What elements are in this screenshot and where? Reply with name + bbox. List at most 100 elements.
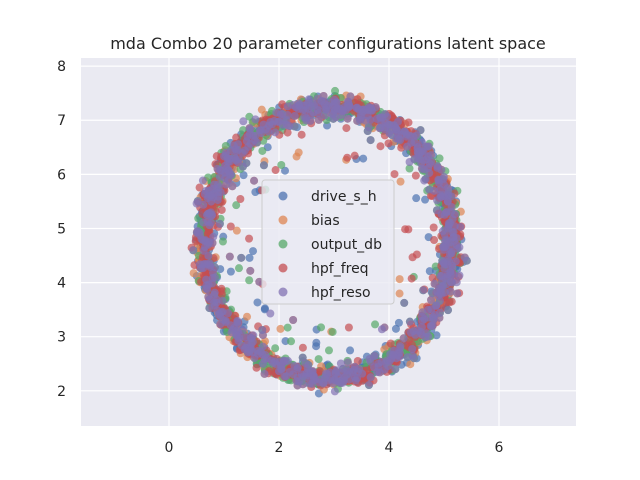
scatter-point — [212, 298, 221, 307]
scatter-point — [421, 333, 430, 342]
scatter-point — [319, 378, 328, 387]
scatter-point — [422, 155, 431, 164]
scatter-point — [346, 92, 355, 101]
scatter-point — [376, 123, 385, 132]
scatter-point — [435, 296, 444, 305]
scatter-point — [343, 358, 352, 367]
scatter-point — [391, 365, 400, 374]
scatter-point — [222, 180, 231, 189]
scatter-point — [232, 133, 241, 142]
scatter-point — [409, 132, 418, 141]
scatter-point — [417, 323, 426, 332]
scatter-point — [391, 123, 400, 132]
scatter-point — [217, 205, 226, 214]
scatter-point — [344, 323, 353, 332]
scatter-point — [267, 356, 276, 365]
scatter-point — [252, 363, 261, 372]
scatter-point — [453, 289, 462, 298]
scatter-point — [404, 225, 413, 234]
scatter-point — [429, 223, 438, 232]
scatter-point — [193, 228, 202, 237]
scatter-point — [411, 171, 420, 180]
scatter-point — [205, 221, 214, 230]
scatter-point — [245, 276, 254, 285]
scatter-point — [207, 191, 216, 200]
scatter-point — [390, 170, 399, 179]
scatter-point — [435, 154, 444, 163]
scatter-point — [374, 362, 383, 371]
scatter-point — [421, 195, 430, 204]
scatter-point — [403, 142, 412, 151]
y-tick-label: 7 — [57, 113, 66, 129]
scatter-point — [276, 361, 285, 370]
scatter-point — [412, 194, 421, 203]
scatter-point — [389, 351, 398, 360]
scatter-point — [456, 222, 465, 231]
scatter-point — [287, 337, 296, 346]
scatter-point — [283, 111, 292, 120]
x-tick-label: 6 — [495, 440, 504, 456]
scatter-point — [290, 111, 299, 120]
scatter-point — [384, 139, 393, 148]
scatter-point — [238, 162, 247, 171]
scatter-point — [303, 364, 312, 373]
scatter-point — [329, 114, 338, 123]
scatter-point — [443, 236, 452, 245]
scatter-point — [283, 102, 292, 111]
scatter-point — [290, 122, 299, 131]
scatter-point — [217, 166, 226, 175]
scatter-point — [338, 106, 347, 115]
scatter-point — [264, 127, 273, 136]
scatter-point — [321, 105, 330, 114]
scatter-point — [412, 250, 421, 259]
scatter-point — [245, 253, 254, 262]
scatter-point — [251, 115, 260, 124]
scatter-point — [405, 164, 414, 173]
scatter-point — [446, 268, 455, 277]
scatter-point — [407, 274, 416, 283]
scatter-point — [216, 287, 225, 296]
scatter-point — [394, 318, 403, 327]
scatter-point — [319, 92, 328, 101]
scatter-point — [232, 331, 241, 340]
scatter-point — [226, 222, 235, 231]
scatter-point — [258, 359, 267, 368]
scatter-point — [233, 318, 242, 327]
scatter-point — [355, 115, 364, 124]
scatter-point — [359, 154, 368, 163]
scatter-point — [226, 267, 235, 276]
scatter-point — [395, 275, 404, 284]
scatter-point — [270, 128, 279, 137]
scatter-point — [213, 196, 222, 205]
scatter-point — [309, 101, 318, 110]
scatter-point — [430, 279, 439, 288]
scatter-point — [405, 317, 414, 326]
scatter-point — [421, 175, 430, 184]
scatter-point — [281, 166, 290, 175]
scatter-point — [255, 277, 264, 286]
scatter-point — [396, 136, 405, 145]
scatter-point — [214, 188, 223, 197]
scatter-point — [210, 273, 219, 282]
scatter-point — [396, 343, 405, 352]
scatter-point — [314, 355, 323, 364]
scatter-point — [328, 327, 337, 336]
scatter-point — [417, 159, 426, 168]
y-tick-label: 6 — [57, 167, 66, 183]
scatter-point — [409, 327, 418, 336]
scatter-point — [384, 362, 393, 371]
scatter-point — [441, 288, 450, 297]
scatter-point — [280, 372, 289, 381]
scatter-point — [199, 218, 208, 227]
scatter-point — [419, 286, 428, 295]
scatter-point — [209, 232, 218, 241]
legend-marker — [278, 287, 288, 297]
legend-label: bias — [311, 213, 340, 229]
scatter-point — [364, 106, 373, 115]
scatter-point — [376, 142, 385, 151]
scatter-point — [292, 152, 301, 161]
scatter-point — [203, 209, 212, 218]
scatter-point — [253, 298, 262, 307]
scatter-point — [258, 325, 267, 334]
scatter-point — [239, 171, 248, 180]
